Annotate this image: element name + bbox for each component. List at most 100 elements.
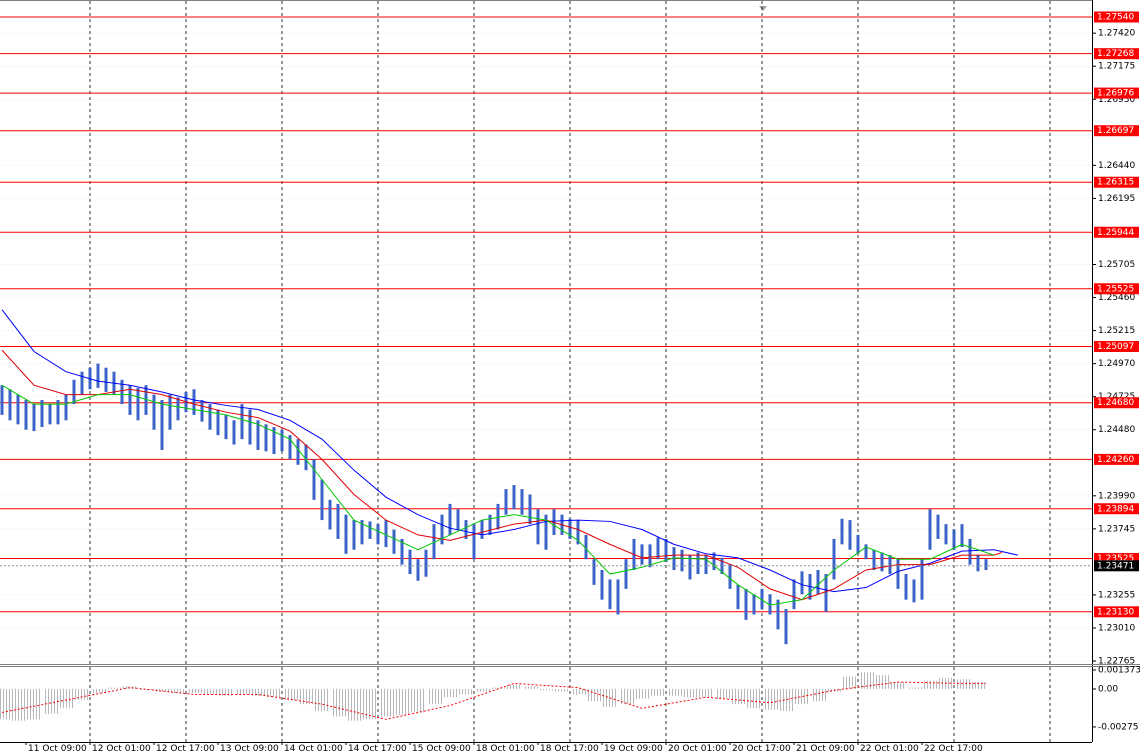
price-bar bbox=[448, 503, 452, 535]
histogram-bar bbox=[875, 675, 890, 689]
price-bar bbox=[832, 538, 836, 580]
x-tick-label: 22 Oct 01:00 bbox=[860, 744, 919, 754]
histogram-bar bbox=[0, 688, 10, 720]
price-bar bbox=[488, 514, 492, 535]
price-bar bbox=[952, 529, 956, 550]
y-tick-label: 1.27420 bbox=[1098, 29, 1135, 39]
price-bar bbox=[216, 409, 220, 436]
price-bar bbox=[144, 385, 148, 415]
y-tick-label: 1.27175 bbox=[1098, 62, 1135, 72]
histogram-bar bbox=[763, 688, 778, 710]
y-tick-label: 1.25215 bbox=[1098, 326, 1135, 336]
y-tick-label: 1.22765 bbox=[1098, 657, 1135, 667]
price-bar bbox=[32, 404, 36, 432]
x-tick-label: 15 Oct 09:00 bbox=[412, 744, 471, 754]
price-bar bbox=[320, 479, 324, 521]
histogram-bar bbox=[251, 688, 266, 696]
price-bar bbox=[152, 394, 156, 430]
price-bar bbox=[168, 394, 172, 430]
y-tick-label: 1.23010 bbox=[1098, 623, 1135, 633]
histogram-bar bbox=[363, 688, 378, 720]
level-label-box bbox=[1094, 87, 1139, 99]
y-tick-label: 1.26930 bbox=[1098, 95, 1135, 105]
price-bar bbox=[584, 534, 588, 560]
level-label-box bbox=[1094, 553, 1139, 565]
price-bar bbox=[752, 594, 756, 615]
histogram-bar bbox=[459, 688, 474, 695]
histogram-bar bbox=[683, 688, 698, 698]
indicator-tick-label: 0.001373 bbox=[1098, 665, 1140, 675]
x-tick-label: 12 Oct 17:00 bbox=[156, 744, 215, 754]
level-label: 1.26976 bbox=[1097, 89, 1134, 99]
histogram-bar bbox=[667, 688, 682, 696]
level-label: 1.26697 bbox=[1097, 126, 1134, 136]
histogram-bar bbox=[123, 686, 138, 689]
histogram-bar bbox=[843, 676, 858, 689]
price-bar bbox=[208, 404, 212, 430]
level-label-box bbox=[1094, 176, 1139, 188]
histogram-bar bbox=[715, 688, 730, 699]
price-bar bbox=[920, 559, 924, 600]
histogram-bar bbox=[27, 688, 42, 720]
y-tick-label: 1.26195 bbox=[1098, 194, 1135, 204]
histogram-bar bbox=[411, 688, 426, 713]
price-bar bbox=[288, 435, 292, 460]
histogram-bar bbox=[219, 688, 234, 696]
histogram-bar bbox=[379, 688, 394, 717]
price-bar bbox=[672, 547, 676, 570]
histogram-bar bbox=[475, 688, 490, 692]
level-label: 1.25097 bbox=[1097, 342, 1134, 352]
price-bar bbox=[192, 389, 196, 415]
price-bar bbox=[424, 549, 428, 577]
price-bar bbox=[8, 389, 12, 421]
price-bar bbox=[408, 549, 412, 575]
price-bar bbox=[344, 514, 348, 554]
last-price-label: 1.23471 bbox=[1097, 561, 1134, 571]
level-label-box bbox=[1094, 48, 1139, 60]
histogram-bar bbox=[171, 688, 186, 694]
histogram-bar bbox=[923, 680, 938, 689]
histogram-bar bbox=[59, 688, 74, 709]
histogram-bar bbox=[139, 688, 154, 690]
price-bar bbox=[904, 574, 908, 600]
histogram-bar bbox=[891, 682, 906, 689]
price-bar bbox=[328, 499, 332, 530]
level-label-box bbox=[1094, 503, 1139, 515]
histogram-bar bbox=[651, 688, 666, 696]
histogram-bar bbox=[811, 688, 826, 702]
price-bar bbox=[48, 404, 52, 425]
price-bar bbox=[576, 520, 580, 545]
histogram-bar bbox=[971, 682, 986, 689]
price-bar bbox=[600, 569, 604, 600]
price-bar bbox=[312, 459, 316, 500]
price-bar bbox=[864, 544, 868, 560]
level-label-box bbox=[1094, 453, 1139, 465]
y-tick-label: 1.24970 bbox=[1098, 359, 1135, 369]
histogram-bar bbox=[331, 688, 346, 717]
price-bar bbox=[648, 544, 652, 568]
histogram-bar bbox=[523, 686, 538, 689]
price-bar bbox=[376, 524, 380, 545]
shift-marker bbox=[759, 6, 767, 11]
price-bar bbox=[128, 385, 132, 415]
y-tick-label: 1.23255 bbox=[1098, 590, 1135, 600]
price-bar bbox=[944, 524, 948, 545]
price-bar bbox=[272, 427, 276, 454]
price-bar bbox=[736, 584, 740, 610]
price-bar bbox=[536, 509, 540, 545]
level-label-box bbox=[1094, 340, 1139, 352]
price-bar bbox=[856, 534, 860, 554]
x-tick-label: 20 Oct 17:00 bbox=[732, 744, 791, 754]
histogram-bar bbox=[571, 688, 586, 695]
price-bar bbox=[848, 520, 852, 550]
price-bar bbox=[160, 400, 164, 450]
price-bar bbox=[40, 400, 44, 428]
histogram-bar bbox=[635, 688, 650, 699]
x-tick-label: 13 Oct 09:00 bbox=[220, 744, 279, 754]
price-bar bbox=[960, 524, 964, 548]
price-bar bbox=[616, 579, 620, 615]
level-label: 1.23894 bbox=[1097, 504, 1134, 514]
price-bar bbox=[760, 588, 764, 610]
price-bar bbox=[280, 429, 284, 452]
price-bar bbox=[232, 420, 236, 445]
